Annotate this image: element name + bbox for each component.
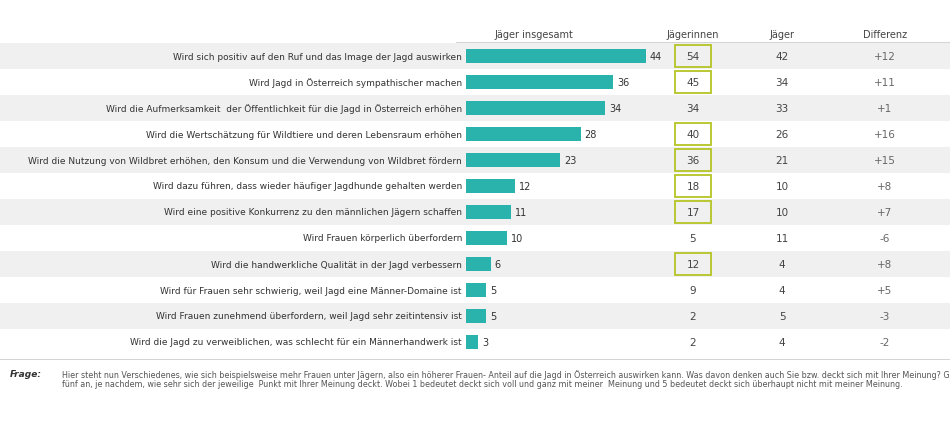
Text: Jägerinnen: Jägerinnen <box>667 30 719 40</box>
Text: 4: 4 <box>779 337 786 347</box>
Text: Wird die Aufmerksamkeit  der Öffentlichkeit für die Jagd in Österreich erhöhen: Wird die Aufmerksamkeit der Öffentlichke… <box>105 104 462 114</box>
Text: 5: 5 <box>779 311 786 321</box>
Text: Wird eine positive Konkurrenz zu den männlichen Jägern schaffen: Wird eine positive Konkurrenz zu den män… <box>164 208 462 217</box>
Text: 40: 40 <box>687 130 699 140</box>
Text: 34: 34 <box>609 104 621 114</box>
Bar <box>466 283 486 297</box>
Bar <box>466 76 614 90</box>
Text: Wird die handwerkliche Qualität in der Jagd verbessern: Wird die handwerkliche Qualität in der J… <box>211 260 462 269</box>
Text: 5: 5 <box>490 285 497 295</box>
Bar <box>675 72 711 94</box>
Text: 4: 4 <box>779 259 786 269</box>
Text: 54: 54 <box>686 52 699 62</box>
Text: 10: 10 <box>775 207 788 218</box>
Text: 5: 5 <box>490 311 497 321</box>
Text: fünf an, je nachdem, wie sehr sich der jeweilige  Punkt mit Ihrer Meinung deckt.: fünf an, je nachdem, wie sehr sich der j… <box>62 379 902 388</box>
Text: 10: 10 <box>775 181 788 192</box>
Text: -6: -6 <box>880 233 890 243</box>
Bar <box>466 50 646 64</box>
Text: 18: 18 <box>686 181 699 192</box>
Text: 2: 2 <box>690 337 696 347</box>
Bar <box>466 128 580 142</box>
Text: 21: 21 <box>775 155 788 166</box>
Text: Wird die Jagd zu verweiblichen, was schlecht für ein Männerhandwerk ist: Wird die Jagd zu verweiblichen, was schl… <box>130 338 462 347</box>
Bar <box>466 154 560 167</box>
Bar <box>675 150 711 172</box>
Text: 3: 3 <box>483 337 488 347</box>
Text: 36: 36 <box>618 78 630 88</box>
Text: 42: 42 <box>775 52 788 62</box>
Text: Jäger insgesamt: Jäger insgesamt <box>495 30 574 40</box>
Bar <box>675 201 711 224</box>
Bar <box>0 303 950 329</box>
Text: 23: 23 <box>564 155 577 166</box>
Text: +16: +16 <box>874 130 896 140</box>
Text: 11: 11 <box>515 207 527 218</box>
Bar <box>675 46 711 68</box>
Text: 12: 12 <box>519 181 531 192</box>
Text: Wird sich positiv auf den Ruf und das Image der Jagd auswirken: Wird sich positiv auf den Ruf und das Im… <box>173 52 462 61</box>
Text: +5: +5 <box>878 285 893 295</box>
Bar <box>0 96 950 122</box>
Text: Wird dazu führen, dass wieder häufiger Jagdhunde gehalten werden: Wird dazu führen, dass wieder häufiger J… <box>153 182 462 191</box>
Text: Differenz: Differenz <box>863 30 907 40</box>
Bar <box>466 257 490 271</box>
Bar <box>466 205 511 219</box>
Text: Wird für Frauen sehr schwierig, weil Jagd eine Männer-Domaine ist: Wird für Frauen sehr schwierig, weil Jag… <box>161 286 462 295</box>
Text: Wird die Wertschätzung für Wildtiere und deren Lebensraum erhöhen: Wird die Wertschätzung für Wildtiere und… <box>146 130 462 139</box>
Text: Wird Frauen körperlich überfordern: Wird Frauen körperlich überfordern <box>303 234 462 243</box>
Bar <box>466 231 507 245</box>
Text: 33: 33 <box>775 104 788 114</box>
Text: 17: 17 <box>686 207 699 218</box>
Text: Jäger: Jäger <box>770 30 794 40</box>
Text: 28: 28 <box>584 130 597 140</box>
Bar <box>675 124 711 146</box>
Text: -2: -2 <box>880 337 890 347</box>
Text: +7: +7 <box>878 207 893 218</box>
Text: 4: 4 <box>779 285 786 295</box>
Text: -3: -3 <box>880 311 890 321</box>
Text: +8: +8 <box>878 259 893 269</box>
Text: 11: 11 <box>775 233 788 243</box>
Text: 10: 10 <box>511 233 523 243</box>
Bar <box>466 180 515 193</box>
Text: +1: +1 <box>878 104 893 114</box>
Text: 2: 2 <box>690 311 696 321</box>
Bar <box>675 253 711 275</box>
Text: 44: 44 <box>650 52 662 62</box>
Text: 45: 45 <box>686 78 699 88</box>
Bar <box>466 309 486 323</box>
Text: +11: +11 <box>874 78 896 88</box>
Text: 34: 34 <box>775 78 788 88</box>
Text: 36: 36 <box>686 155 699 166</box>
Bar <box>0 199 950 225</box>
Text: 26: 26 <box>775 130 788 140</box>
Text: Frage:: Frage: <box>10 369 42 378</box>
Text: 34: 34 <box>686 104 699 114</box>
Bar <box>466 335 478 349</box>
Text: +12: +12 <box>874 52 896 62</box>
Text: 6: 6 <box>495 259 501 269</box>
Bar <box>0 251 950 277</box>
Text: +15: +15 <box>874 155 896 166</box>
Text: Wird Jagd in Österreich sympathischer machen: Wird Jagd in Österreich sympathischer ma… <box>249 78 462 88</box>
Text: 12: 12 <box>686 259 699 269</box>
Bar <box>675 176 711 198</box>
Text: 9: 9 <box>690 285 696 295</box>
Text: Hier steht nun Verschiedenes, wie sich beispielsweise mehr Frauen unter Jägern, : Hier steht nun Verschiedenes, wie sich b… <box>62 369 950 379</box>
Text: +8: +8 <box>878 181 893 192</box>
Bar <box>466 102 605 116</box>
Text: Wird Frauen zunehmend überfordern, weil Jagd sehr zeitintensiv ist: Wird Frauen zunehmend überfordern, weil … <box>156 312 462 321</box>
Text: Wird die Nutzung von Wildbret erhöhen, den Konsum und die Verwendung von Wildbre: Wird die Nutzung von Wildbret erhöhen, d… <box>28 156 462 165</box>
Bar <box>0 44 950 70</box>
Text: 5: 5 <box>690 233 696 243</box>
Bar <box>0 148 950 173</box>
